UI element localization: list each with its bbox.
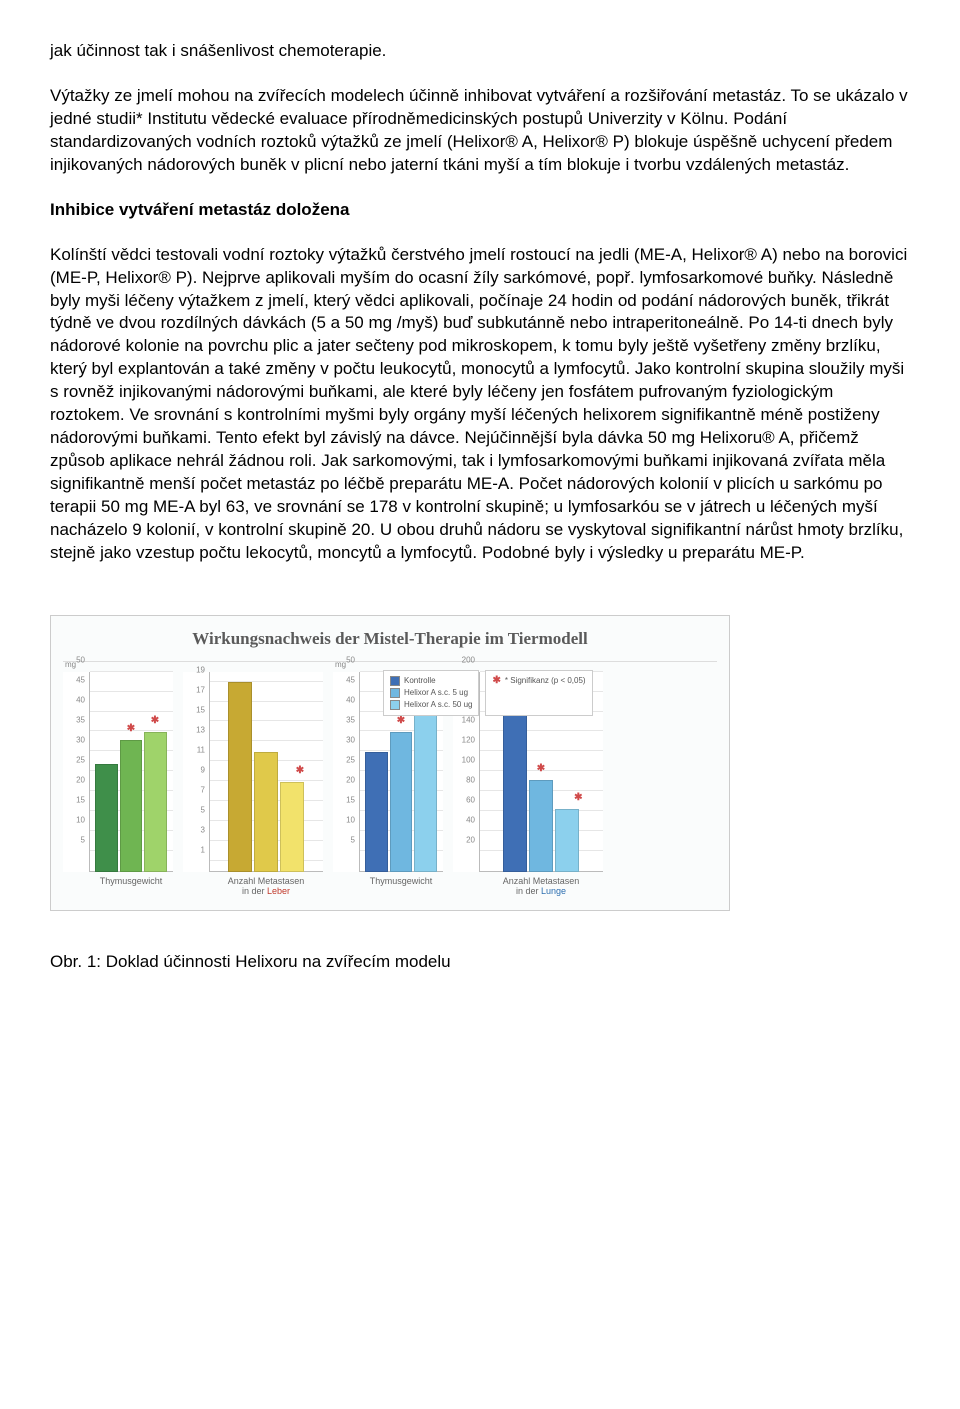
- y-ticks: 135791113151719: [183, 672, 207, 872]
- x-axis-label: Anzahl Metastasenin der Lunge: [479, 876, 603, 898]
- y-tick-label: 35: [346, 715, 355, 726]
- y-tick-label: 25: [346, 755, 355, 766]
- asterisk-icon: ✱: [492, 677, 500, 685]
- y-ticks: 5101520253035404550: [63, 672, 87, 872]
- paragraph-intro: Výtažky ze jmelí mohou na zvířecích mode…: [50, 85, 910, 177]
- y-tick-label: 45: [346, 675, 355, 686]
- y-tick-label: 15: [346, 795, 355, 806]
- legend-sig-label: * Signifikanz (p < 0,05): [505, 675, 586, 687]
- y-tick-label: 3: [201, 825, 205, 836]
- y-tick-label: 50: [346, 655, 355, 666]
- y-tick-label: 45: [76, 675, 85, 686]
- bar: [280, 782, 304, 872]
- bar: [503, 692, 527, 872]
- y-tick-label: 40: [346, 695, 355, 706]
- y-tick-label: 50: [76, 655, 85, 666]
- bar: [555, 809, 579, 872]
- bar: [365, 752, 388, 872]
- y-tick-label: 9: [201, 765, 205, 776]
- x-axis-label: Thymusgewicht: [359, 876, 443, 898]
- legend-label: Helixor A s.c. 50 ug: [404, 699, 472, 711]
- y-tick-label: 30: [76, 735, 85, 746]
- y-tick-label: 60: [466, 795, 475, 806]
- y-tick-label: 11: [197, 745, 205, 756]
- y-tick-label: 100: [462, 755, 475, 766]
- bar: [529, 780, 553, 872]
- y-tick-label: 20: [346, 775, 355, 786]
- y-tick-label: 5: [351, 835, 355, 846]
- bar: [254, 752, 278, 872]
- bar: [95, 764, 118, 872]
- bar: [144, 732, 167, 872]
- legend-swatch: [390, 700, 400, 710]
- plot-area: mg5101520253035404550✱✱: [63, 672, 173, 872]
- y-tick-label: 140: [462, 715, 475, 726]
- y-tick-label: 15: [76, 795, 85, 806]
- y-tick-label: 15: [196, 705, 205, 716]
- bar: [120, 740, 143, 872]
- y-tick-label: 7: [201, 785, 205, 796]
- y-tick-label: 10: [76, 815, 85, 826]
- y-tick-label: 25: [76, 755, 85, 766]
- chart-figure: Wirkungsnachweis der Mistel-Therapie im …: [50, 615, 910, 911]
- bar: [390, 732, 413, 872]
- chart-legend: KontrolleHelixor A s.c. 5 ugHelixor A s.…: [383, 670, 593, 716]
- y-tick-label: 20: [76, 775, 85, 786]
- legend-swatch: [390, 676, 400, 686]
- y-tick-label: 120: [462, 735, 475, 746]
- y-unit-label: mg: [335, 660, 346, 671]
- chart-container: Wirkungsnachweis der Mistel-Therapie im …: [50, 615, 730, 911]
- legend-label: Helixor A s.c. 5 ug: [404, 687, 468, 699]
- y-tick-label: 20: [466, 835, 475, 846]
- y-tick-label: 19: [196, 665, 205, 676]
- y-tick-label: 200: [462, 655, 475, 666]
- y-tick-label: 40: [466, 815, 475, 826]
- y-ticks: 5101520253035404550: [333, 672, 357, 872]
- bars-group: [209, 672, 323, 872]
- bars-group: [89, 672, 173, 872]
- legend-significance: ✱ * Signifikanz (p < 0,05): [485, 670, 592, 716]
- paragraph-continuation: jak účinnost tak i snášenlivost chemoter…: [50, 40, 910, 63]
- y-tick-label: 80: [466, 775, 475, 786]
- chart-panel: 135791113151719✱Anzahl Metastasenin der …: [183, 672, 323, 898]
- figure-caption: Obr. 1: Doklad účinnosti Helixoru na zví…: [50, 951, 910, 974]
- legend-item: Helixor A s.c. 5 ug: [390, 687, 472, 699]
- y-tick-label: 5: [201, 805, 205, 816]
- paragraph-body: Kolínští vědci testovali vodní roztoky v…: [50, 244, 910, 565]
- chart-title: Wirkungsnachweis der Mistel-Therapie im …: [63, 624, 717, 662]
- section-heading: Inhibice vytváření metastáz doložena: [50, 199, 910, 222]
- legend-item: Helixor A s.c. 50 ug: [390, 699, 472, 711]
- legend-item: Kontrolle: [390, 675, 472, 687]
- y-tick-label: 17: [196, 685, 205, 696]
- chart-panels-row: KontrolleHelixor A s.c. 5 ugHelixor A s.…: [63, 672, 717, 898]
- y-tick-label: 40: [76, 695, 85, 706]
- y-tick-label: 30: [346, 735, 355, 746]
- x-axis-label: Thymusgewicht: [89, 876, 173, 898]
- y-tick-label: 35: [76, 715, 85, 726]
- y-tick-label: 10: [346, 815, 355, 826]
- legend-series: KontrolleHelixor A s.c. 5 ugHelixor A s.…: [383, 670, 479, 716]
- plot-area: 135791113151719✱: [183, 672, 323, 872]
- y-tick-label: 13: [196, 725, 205, 736]
- y-tick-label: 5: [81, 835, 85, 846]
- x-axis-label: Anzahl Metastasenin der Leber: [209, 876, 323, 898]
- bar: [414, 708, 437, 872]
- chart-panel: mg5101520253035404550✱✱Thymusgewicht: [63, 672, 173, 898]
- y-unit-label: mg: [65, 660, 76, 671]
- legend-label: Kontrolle: [404, 675, 436, 687]
- legend-swatch: [390, 688, 400, 698]
- bar: [228, 682, 252, 872]
- y-tick-label: 1: [201, 845, 205, 856]
